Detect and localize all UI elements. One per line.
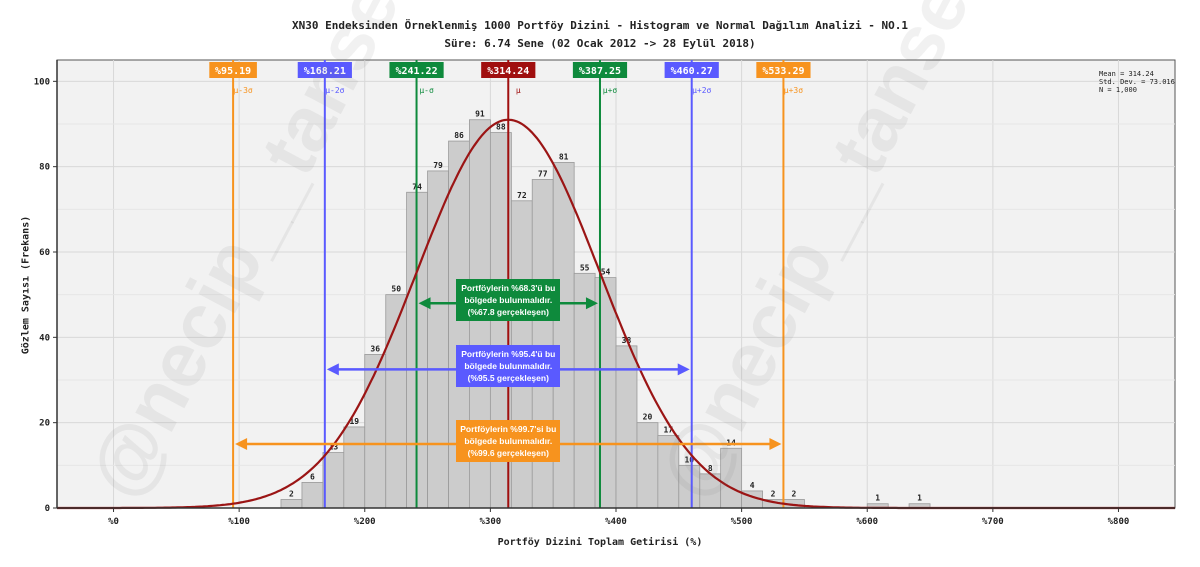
x-tick-label: %100 (228, 517, 250, 527)
sigma-symbol-label: μ-σ (419, 86, 434, 95)
histogram-bar (343, 426, 366, 509)
bar-value-label: 19 (349, 417, 359, 426)
range-arrow-head-left (326, 363, 339, 376)
sigma-value-badge (481, 62, 536, 78)
x-tick-label: %600 (856, 517, 878, 527)
histogram-bar (594, 277, 617, 509)
y-tick-label: 80 (39, 163, 50, 173)
x-axis-label: Portföy Dizini Toplam Getirisi (%) (497, 537, 703, 548)
histogram-bar (280, 499, 303, 509)
sigma-symbol-label: μ+2σ (692, 86, 711, 95)
sigma-value-label: %533.29 (762, 66, 804, 77)
y-axis-label: Gözlem Sayısı (Frekans) (20, 215, 32, 355)
y-tick-label: 100 (34, 77, 50, 87)
stats-mean: Mean = 314.24 (1099, 70, 1154, 78)
histogram-bar (427, 170, 449, 509)
bar-value-label: 2 (289, 489, 294, 498)
sigma-value-badge (756, 62, 811, 78)
x-tick-label: %700 (982, 517, 1004, 527)
histogram-bar (301, 481, 324, 509)
sigma-value-badge (664, 62, 719, 78)
stats-n: N = 1,000 (1099, 86, 1137, 94)
range-annotation-box: Portföylerin %68.3'ü bu bölgede bulunmal… (456, 279, 561, 322)
bar-value-label: 13 (329, 443, 339, 452)
range-arrow-head-right (585, 297, 598, 310)
sigma-value-label: %168.21 (304, 66, 346, 77)
bar-value-label: 10 (684, 455, 694, 464)
bar-value-label: 72 (517, 191, 527, 200)
range-arrow-head-right (769, 438, 782, 450)
bar-value-label: 77 (538, 169, 548, 178)
x-tick-label: %0 (108, 517, 119, 527)
bar-value-label: 79 (433, 161, 443, 170)
histogram-bar (364, 353, 387, 509)
histogram-bar (678, 464, 701, 509)
sigma-value-badge (572, 62, 628, 78)
y-tick-label: 40 (39, 333, 50, 343)
x-tick-label: %400 (605, 517, 627, 527)
histogram-bar (720, 447, 743, 509)
histogram-bar (573, 272, 596, 509)
bar-value-label: 1 (875, 494, 880, 503)
sigma-symbol-label: μ (516, 86, 521, 95)
bar-value-label: 2 (792, 489, 797, 498)
histogram-bar (322, 452, 345, 509)
stats-box: Mean = 314.24 Std. Dev. = 73.016 N = 1,0… (1099, 70, 1175, 94)
sigma-value-label: %460.27 (671, 66, 713, 77)
sigma-symbol-label: μ-3σ (233, 86, 252, 95)
sigma-value-badge (389, 62, 444, 78)
sigma-value-badge (297, 62, 352, 78)
bar-value-label: 50 (391, 285, 401, 294)
bar-value-label: 55 (580, 263, 590, 272)
chart-title: XN30 Endeksinden Örneklenmiş 1000 Portfö… (292, 19, 908, 32)
bar-value-label: 2 (771, 489, 776, 498)
range-arrow-head-right (677, 363, 690, 376)
bar-value-label: 86 (454, 131, 464, 140)
histogram-bar (636, 422, 659, 509)
bar-value-label: 6 (310, 472, 315, 481)
range-arrow-head-left (418, 297, 431, 310)
x-tick-label: %500 (731, 517, 753, 527)
range-annotation-box: Portföylerin %99.7'si bu bölgede bulunma… (456, 420, 561, 462)
chart-subtitle: Süre: 6.74 Sene (02 Ocak 2012 -> 28 Eylü… (444, 37, 756, 50)
bar-value-label: 4 (750, 481, 755, 490)
sigma-value-label: %241.22 (395, 66, 437, 77)
bar-value-label: 36 (370, 344, 380, 353)
y-tick-label: 20 (39, 419, 50, 429)
bar-value-label: 17 (663, 425, 673, 434)
sigma-symbol-label: μ+3σ (784, 86, 803, 95)
x-tick-label: %800 (1108, 517, 1130, 527)
bar-value-label: 1 (917, 494, 922, 503)
sigma-value-label: %95.19 (215, 66, 251, 77)
bar-value-label: 81 (559, 152, 569, 161)
sigma-symbol-label: μ-2σ (325, 86, 344, 95)
stats-std-dev: Std. Dev. = 73.016 (1099, 78, 1175, 86)
bar-value-label: 8 (708, 464, 713, 473)
bar-value-label: 91 (475, 110, 485, 119)
bar-value-label: 88 (496, 123, 506, 132)
sigma-value-badge (209, 62, 257, 78)
y-tick-label: 60 (39, 248, 50, 258)
range-arrow-head-left (235, 438, 248, 450)
bar-value-label: 54 (601, 268, 611, 277)
x-tick-label: %300 (480, 517, 502, 527)
bar-value-label: 20 (643, 413, 653, 422)
x-tick-label: %200 (354, 517, 376, 527)
sigma-value-label: %314.24 (487, 66, 529, 77)
sigma-symbol-label: μ+σ (603, 86, 618, 95)
range-annotation-box: Portföylerin %95.4'ü bu bölgede bulunmal… (456, 345, 561, 388)
histogram-bar (657, 435, 680, 509)
y-tick-label: 0 (45, 504, 50, 514)
sigma-value-label: %387.25 (579, 66, 621, 77)
